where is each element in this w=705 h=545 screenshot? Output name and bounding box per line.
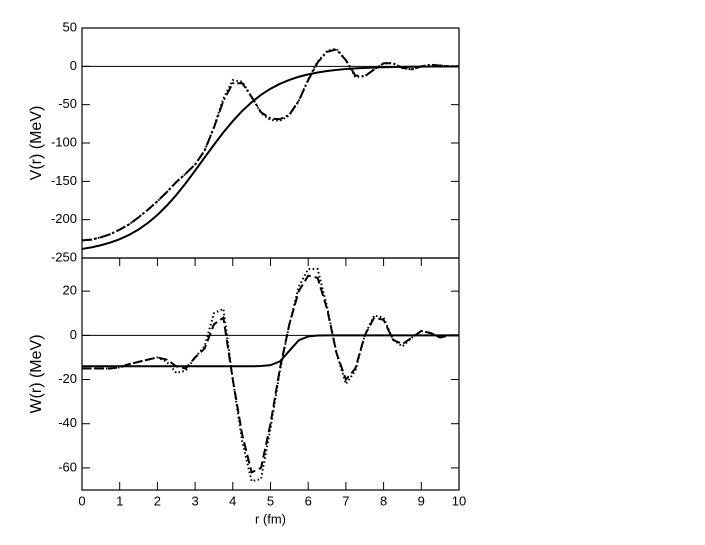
y-tick-label: -250 bbox=[51, 249, 77, 264]
y-tick-label: -150 bbox=[51, 173, 77, 188]
series-line bbox=[81, 48, 459, 242]
x-tick-label: 2 bbox=[154, 493, 161, 508]
y-tick-label: -50 bbox=[58, 96, 77, 111]
x-tick-label: 9 bbox=[418, 493, 425, 508]
x-tick-label: 6 bbox=[305, 493, 312, 508]
y-tick-label: 0 bbox=[70, 58, 77, 73]
series-line bbox=[82, 268, 459, 483]
x-tick-label: 8 bbox=[380, 493, 387, 508]
x-tick-label: 10 bbox=[452, 493, 466, 508]
y-tick-label: -60 bbox=[58, 459, 77, 474]
series-line bbox=[82, 274, 459, 474]
plot-frame bbox=[81, 257, 460, 491]
x-tick-label: 4 bbox=[229, 493, 236, 508]
series-line bbox=[81, 65, 460, 250]
series-line bbox=[81, 47, 459, 242]
y-tick-label: -20 bbox=[58, 371, 77, 386]
x-tick-label: 7 bbox=[342, 493, 349, 508]
x-tick-label: 1 bbox=[116, 493, 123, 508]
series-line bbox=[82, 334, 459, 368]
x-axis-title: r (fm) bbox=[255, 511, 286, 526]
y-tick-label: 50 bbox=[63, 19, 77, 34]
y-tick-label: -40 bbox=[58, 415, 77, 430]
plot-frame bbox=[81, 27, 460, 259]
y-tick-label: 0 bbox=[70, 327, 77, 342]
y-tick-label: -100 bbox=[51, 134, 77, 149]
y-tick-label: -200 bbox=[51, 211, 77, 226]
x-tick-label: 5 bbox=[267, 493, 274, 508]
y-axis-title: V(r) (MeV) bbox=[28, 106, 45, 181]
y-axis-title: W(r) (MeV) bbox=[28, 334, 45, 413]
x-tick-label: 0 bbox=[78, 493, 85, 508]
y-tick-label: 20 bbox=[63, 283, 77, 298]
x-tick-label: 3 bbox=[191, 493, 198, 508]
